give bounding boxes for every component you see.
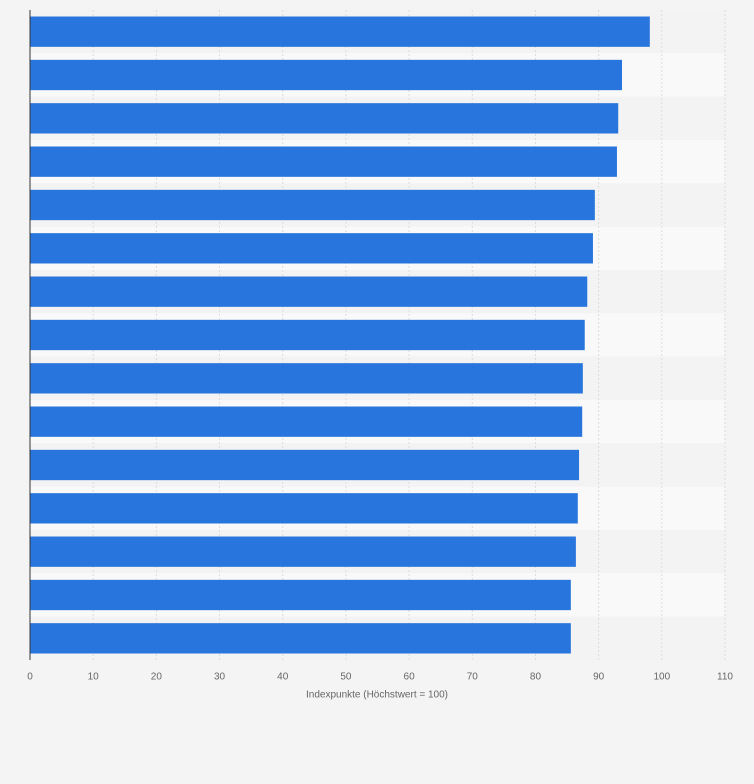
- x-tick-label: 10: [88, 672, 100, 683]
- x-tick-label: 110: [717, 672, 733, 683]
- x-tick-label: 0: [27, 672, 33, 683]
- x-tick-label: 50: [340, 672, 352, 683]
- bar: [30, 579, 571, 611]
- bar: [30, 363, 583, 394]
- bars: [30, 16, 650, 654]
- x-tick-label: 70: [467, 672, 479, 683]
- bar: [30, 103, 619, 134]
- x-axis-label: Indexpunkte (Höchstwert = 100): [306, 690, 448, 701]
- bar: [30, 449, 580, 481]
- bar: [30, 16, 650, 47]
- x-tick-label: 100: [653, 672, 670, 683]
- bar: [30, 233, 593, 264]
- bar: [30, 59, 623, 91]
- x-tick-label: 60: [404, 672, 416, 683]
- x-tick-label: 20: [151, 672, 163, 683]
- bar: [30, 493, 578, 524]
- x-tick-label: 90: [593, 672, 605, 683]
- x-tick-label: 80: [530, 672, 542, 683]
- bar: [30, 189, 595, 221]
- bar: [30, 536, 576, 567]
- x-tick-label: 30: [214, 672, 226, 683]
- bar: [30, 146, 617, 177]
- bar: [30, 406, 583, 437]
- bar: [30, 319, 585, 351]
- bar: [30, 623, 571, 654]
- x-tick-label: 40: [277, 672, 289, 683]
- bar: [30, 276, 588, 307]
